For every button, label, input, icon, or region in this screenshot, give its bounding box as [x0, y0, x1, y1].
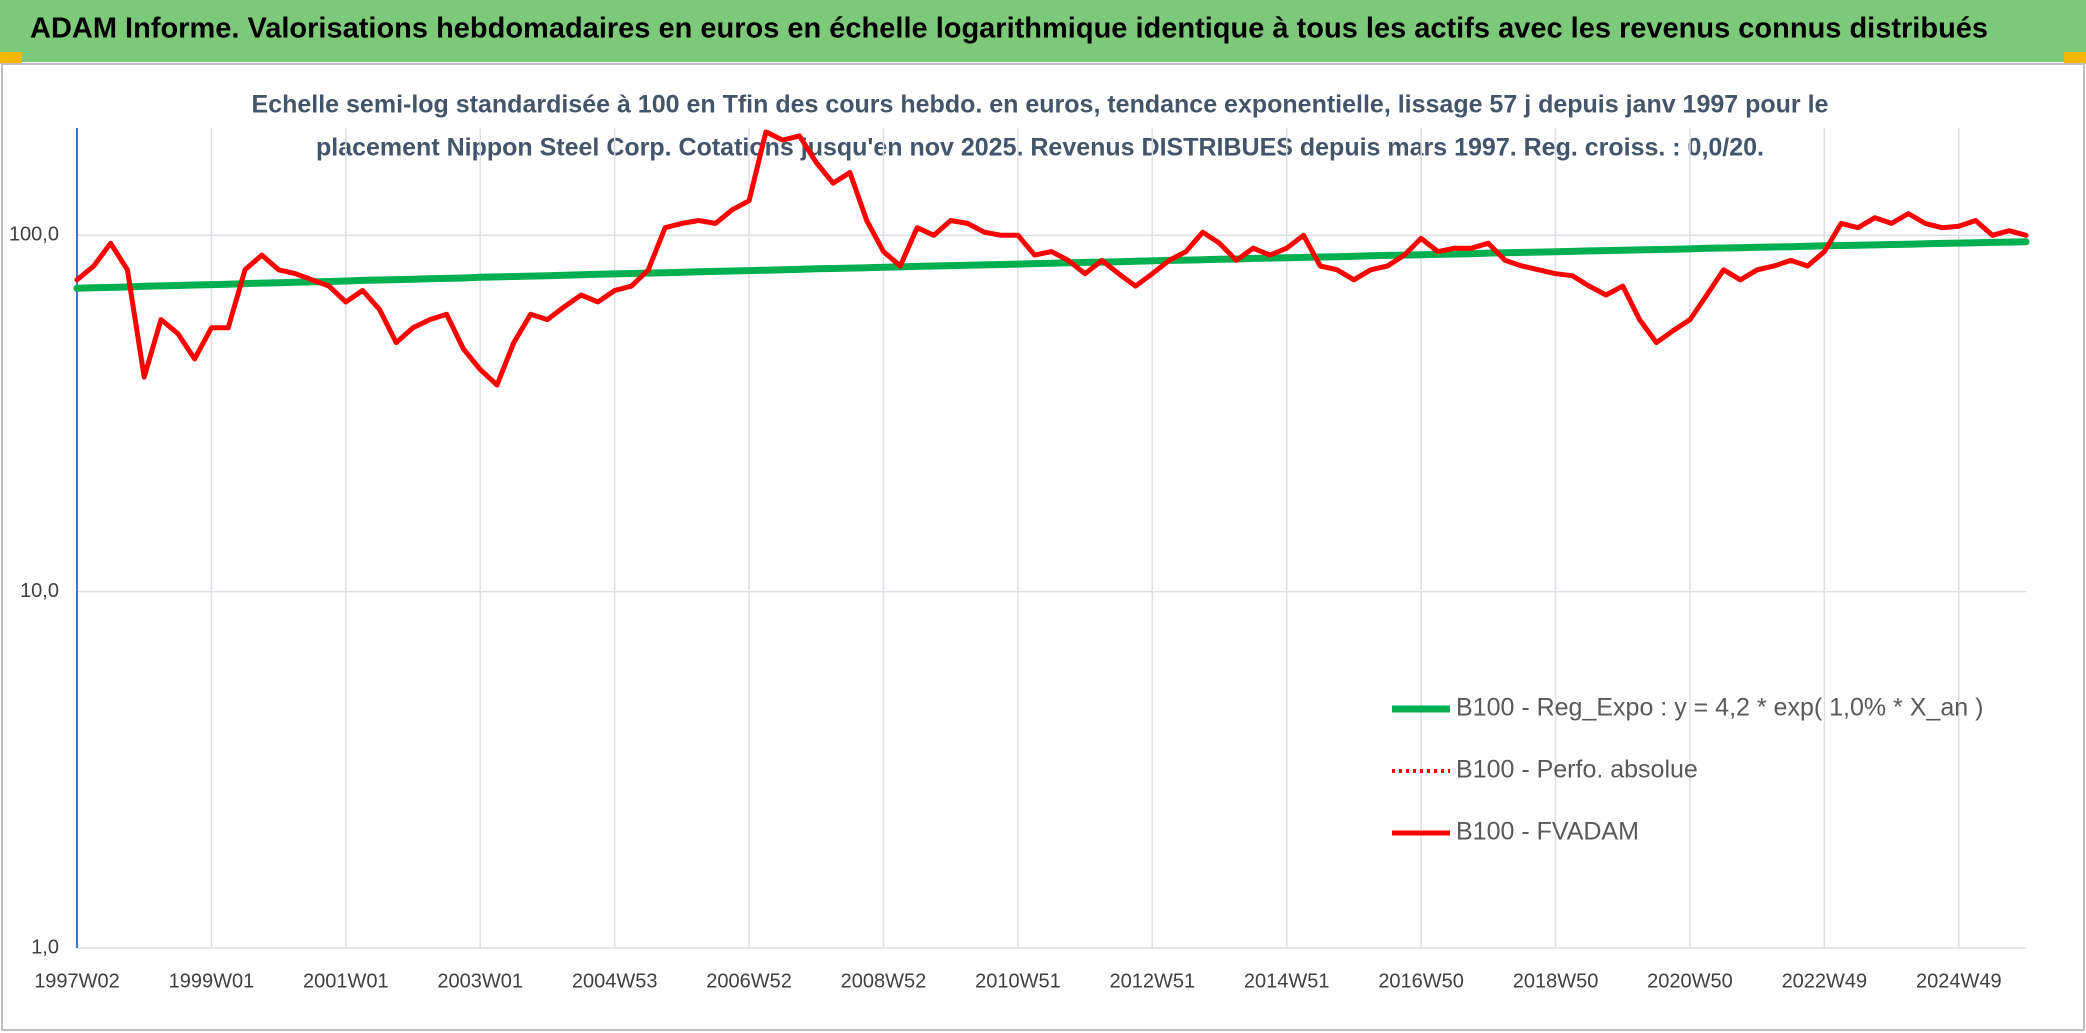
- corner-mark: [2064, 52, 2086, 64]
- x-tick-label: 2004W53: [572, 970, 658, 992]
- x-tick-label: 2010W51: [975, 970, 1061, 992]
- chart-frame: [1, 63, 2085, 1031]
- x-tick-label: 2014W51: [1244, 970, 1330, 992]
- grid: 1997W02 1999W01 2001W01 2003W01 2004W53 2006W…: [9, 128, 2026, 992]
- x-tick-label: 2012W51: [1109, 970, 1195, 992]
- y-tick-label: 1,0: [31, 936, 59, 958]
- x-tick-label: 2022W49: [1782, 970, 1868, 992]
- header-band: [0, 0, 2086, 62]
- x-tick-label: 2024W49: [1916, 970, 2002, 992]
- x-tick-label: 2008W52: [841, 970, 927, 992]
- x-tick-label: 2006W52: [706, 970, 792, 992]
- legend-label: B100 - Perfo. absolue: [1456, 756, 1698, 784]
- x-tick-label: 1999W01: [169, 970, 255, 992]
- x-tick-label: 2003W01: [437, 970, 523, 992]
- series-line: [74, 129, 2029, 388]
- chart-subtitle: placement Nippon Steel Corp. Cotations j…: [316, 134, 1764, 162]
- x-tick-label: 2020W50: [1647, 970, 1733, 992]
- x-tick-label: 1997W02: [34, 970, 120, 992]
- x-tick-label: 2001W01: [303, 970, 389, 992]
- corner-mark: [0, 52, 22, 64]
- chart-subtitle: Echelle semi-log standardisée à 100 en T…: [252, 91, 1829, 119]
- legend-label: B100 - Reg_Expo : y = 4,2 * exp( 1,0% * …: [1456, 694, 1983, 722]
- legend: B100 - Reg_Expo : y = 4,2 * exp( 1,0% * …: [1392, 694, 1983, 846]
- y-tick-label: 10,0: [20, 580, 59, 602]
- chart-title: ADAM Informe. Valorisations hebdomadaire…: [30, 13, 1988, 45]
- series-line: [73, 238, 2030, 292]
- x-tick-label: 2016W50: [1378, 970, 1464, 992]
- plot-area: [73, 129, 2030, 388]
- x-tick-label: 2018W50: [1513, 970, 1599, 992]
- legend-label: B100 - FVADAM: [1456, 818, 1639, 846]
- y-tick-label: 100,0: [9, 224, 59, 246]
